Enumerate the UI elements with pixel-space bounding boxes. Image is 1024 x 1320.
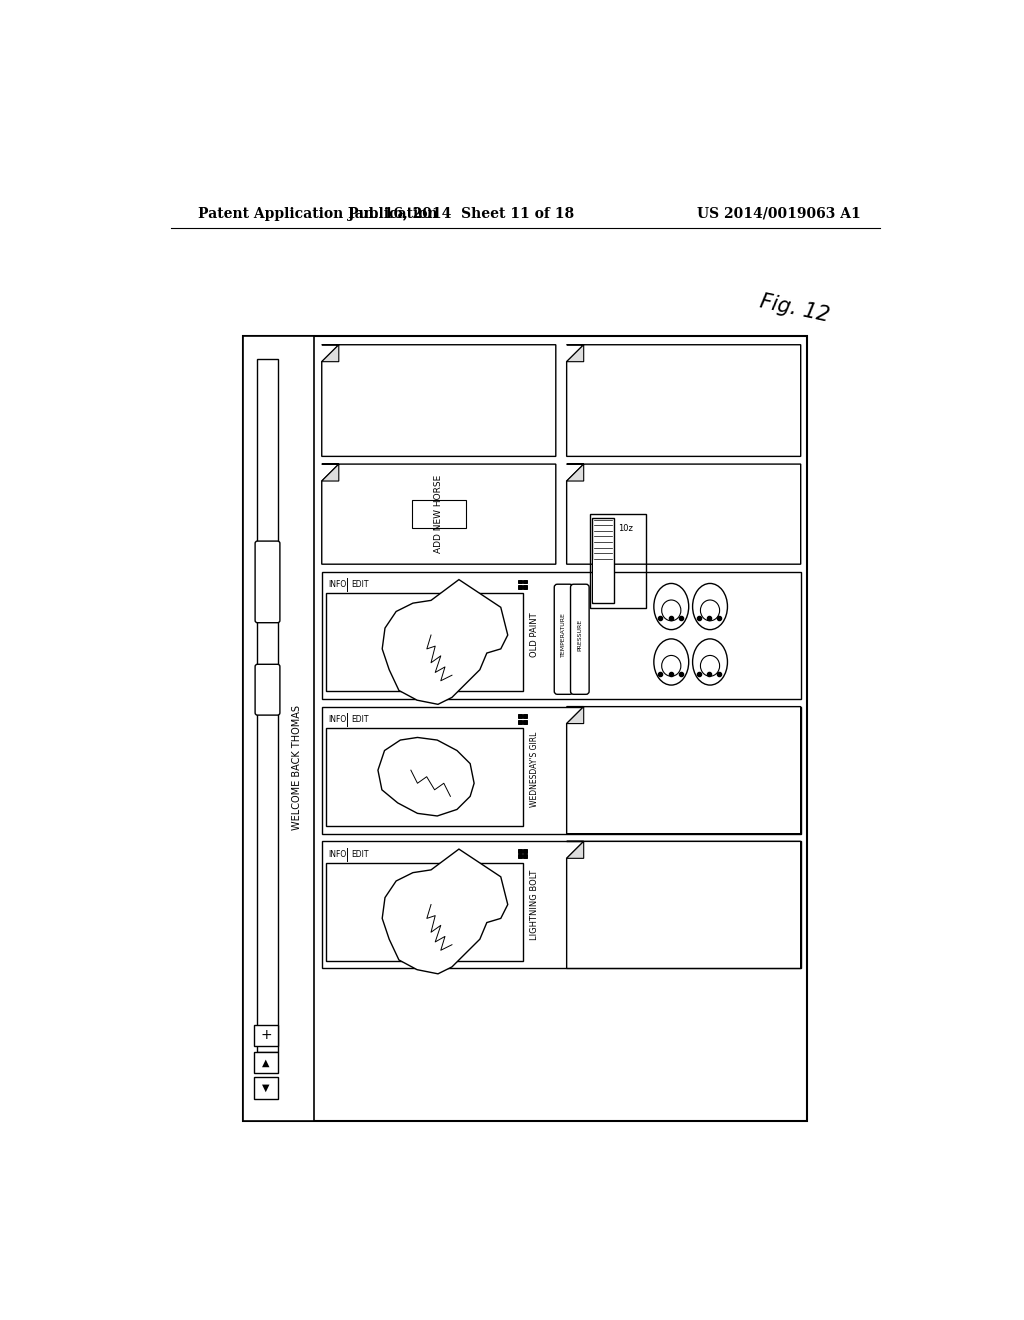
Polygon shape <box>382 849 508 974</box>
FancyBboxPatch shape <box>570 585 589 694</box>
Bar <box>254 1077 278 1098</box>
Bar <box>412 500 466 528</box>
Text: INFO: INFO <box>328 581 346 590</box>
Text: EDIT: EDIT <box>351 715 369 725</box>
FancyBboxPatch shape <box>255 541 280 623</box>
Polygon shape <box>566 345 584 362</box>
Bar <box>518 719 521 723</box>
Text: Patent Application Publication: Patent Application Publication <box>198 207 437 220</box>
Bar <box>518 579 521 583</box>
Text: TEMPERATURE: TEMPERATURE <box>561 612 566 657</box>
Text: ADD NEW HORSE: ADD NEW HORSE <box>434 475 443 553</box>
Polygon shape <box>322 465 556 564</box>
Polygon shape <box>566 465 584 480</box>
Text: OLD PAINT: OLD PAINT <box>530 612 540 657</box>
Polygon shape <box>566 345 801 457</box>
Ellipse shape <box>692 583 727 630</box>
Bar <box>518 714 521 718</box>
Bar <box>518 854 521 858</box>
Polygon shape <box>378 738 474 816</box>
Text: LIGHTNING BOLT: LIGHTNING BOLT <box>530 870 540 940</box>
Bar <box>254 1024 278 1047</box>
Bar <box>523 719 527 723</box>
Text: WELCOME BACK THOMAS: WELCOME BACK THOMAS <box>292 705 302 830</box>
Bar <box>523 585 527 589</box>
Ellipse shape <box>654 583 689 630</box>
Bar <box>523 714 527 718</box>
Text: US 2014/0019063 A1: US 2014/0019063 A1 <box>697 207 861 220</box>
Bar <box>243 335 807 1121</box>
Bar <box>523 579 527 583</box>
Text: Fig. 12: Fig. 12 <box>758 292 831 326</box>
Bar <box>518 849 521 853</box>
Text: ▲: ▲ <box>262 1057 269 1068</box>
Ellipse shape <box>692 639 727 685</box>
Polygon shape <box>382 579 508 705</box>
Ellipse shape <box>662 656 681 676</box>
Polygon shape <box>322 345 556 457</box>
Bar <box>326 594 523 692</box>
Bar <box>243 335 314 1121</box>
Bar <box>593 560 613 602</box>
Text: 10z: 10z <box>617 524 633 533</box>
Text: INFO: INFO <box>328 850 346 859</box>
Polygon shape <box>566 841 801 969</box>
Text: EDIT: EDIT <box>351 850 369 859</box>
Text: Jan. 16, 2014  Sheet 11 of 18: Jan. 16, 2014 Sheet 11 of 18 <box>348 207 574 220</box>
Bar <box>257 359 279 1052</box>
Bar <box>254 1052 278 1073</box>
Ellipse shape <box>700 601 720 620</box>
Ellipse shape <box>654 639 689 685</box>
Text: +: + <box>260 1028 271 1043</box>
Polygon shape <box>566 706 801 834</box>
Polygon shape <box>566 706 584 723</box>
Bar <box>326 863 523 961</box>
Polygon shape <box>322 345 339 362</box>
Bar <box>523 854 527 858</box>
Polygon shape <box>322 465 339 480</box>
FancyBboxPatch shape <box>255 664 280 715</box>
Ellipse shape <box>700 656 720 676</box>
Text: PRESSURE: PRESSURE <box>578 619 583 651</box>
Bar <box>518 585 521 589</box>
Bar <box>590 515 646 609</box>
Bar <box>326 729 523 826</box>
Ellipse shape <box>662 601 681 620</box>
Text: EDIT: EDIT <box>351 581 369 590</box>
Bar <box>592 517 614 603</box>
Bar <box>523 849 527 853</box>
Polygon shape <box>566 465 801 564</box>
FancyBboxPatch shape <box>554 585 572 694</box>
Polygon shape <box>566 841 584 858</box>
Bar <box>322 841 801 969</box>
Bar <box>322 706 801 834</box>
Text: ▼: ▼ <box>262 1082 269 1093</box>
Text: INFO: INFO <box>328 715 346 725</box>
Bar <box>322 572 801 700</box>
Text: WEDNESDAY'S GIRL: WEDNESDAY'S GIRL <box>530 733 540 808</box>
